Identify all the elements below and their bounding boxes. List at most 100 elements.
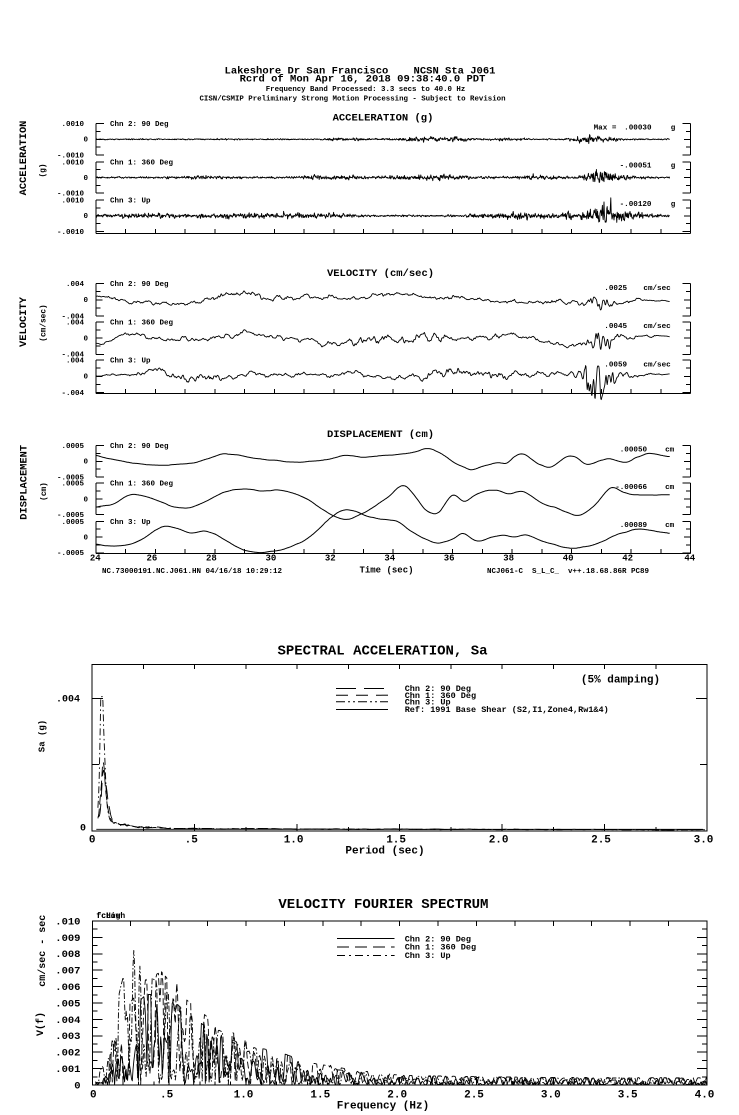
svg-text:24: 24 [90,554,101,564]
svg-text:DISPLACEMENT (cm): DISPLACEMENT (cm) [327,429,434,441]
svg-text:cm: cm [665,484,675,492]
svg-text:-.0005: -.0005 [57,474,85,482]
svg-text:cm/sec: cm/sec [643,361,671,369]
svg-text:fcLow: fcLow [96,912,120,921]
svg-text:.0005: .0005 [61,519,84,527]
svg-text:Chn 2: 90 Deg: Chn 2: 90 Deg [405,684,471,694]
svg-text:.008: .008 [55,949,80,961]
svg-text:cm: cm [665,446,675,454]
svg-text:28: 28 [206,554,217,564]
svg-text:.0010: .0010 [61,121,84,129]
svg-text:Chn 3: Up: Chn 3: Up [405,698,451,708]
svg-text:.0025: .0025 [604,285,627,293]
svg-text:.00050: .00050 [620,446,648,454]
svg-text:VELOCITY (cm/sec): VELOCITY (cm/sec) [327,268,434,280]
svg-text:(cm): (cm) [41,482,49,501]
svg-text:-.0010: -.0010 [57,229,85,237]
svg-text:.002: .002 [55,1048,80,1060]
svg-text:1.5: 1.5 [310,1090,330,1102]
svg-text:0: 0 [83,336,88,344]
svg-text:-.00066: -.00066 [615,484,647,492]
svg-text:(5% damping): (5% damping) [581,675,660,687]
svg-text:Chn 1: 360 Deg: Chn 1: 360 Deg [110,159,174,167]
svg-text:0: 0 [83,213,88,221]
svg-text:Chn 3: Up: Chn 3: Up [110,358,151,366]
svg-text:0: 0 [83,496,88,504]
svg-text:cm/sec: cm/sec [643,323,671,331]
svg-text:cm: cm [665,522,675,530]
svg-text:Chn 1: 360 Deg: Chn 1: 360 Deg [110,319,174,327]
svg-text:Chn 1: 360 Deg: Chn 1: 360 Deg [110,481,174,489]
svg-text:.007: .007 [55,966,80,978]
svg-text:2.0: 2.0 [489,835,509,847]
svg-text:0: 0 [89,835,96,847]
svg-text:Chn 1: 360 Deg: Chn 1: 360 Deg [405,691,476,701]
svg-text:32: 32 [325,554,336,564]
svg-text:.0005: .0005 [61,443,84,451]
svg-text:Sa (g): Sa (g) [38,720,48,752]
svg-text:VELOCITY FOURIER SPECTRUM: VELOCITY FOURIER SPECTRUM [278,897,488,913]
svg-text:0: 0 [83,374,88,382]
svg-text:NC.73000191.NC.J061.HN 04/16/1: NC.73000191.NC.J061.HN 04/16/18 10:29:12 [102,568,283,576]
svg-text:44: 44 [684,554,695,564]
svg-text:.5: .5 [185,835,199,847]
svg-text:Chn 2: 90 Deg: Chn 2: 90 Deg [405,934,471,944]
svg-text:-.00051: -.00051 [620,163,652,171]
svg-text:0: 0 [83,459,88,467]
svg-text:SPECTRAL ACCELERATION, Sa: SPECTRAL ACCELERATION, Sa [277,644,488,660]
svg-text:.003: .003 [55,1031,80,1043]
svg-text:CISN/CSMIP Preliminary Strong: CISN/CSMIP Preliminary Strong Motion Pro… [199,96,505,104]
svg-text:.004: .004 [66,358,85,366]
svg-text:0: 0 [80,824,86,835]
svg-text:30: 30 [265,554,276,564]
svg-text:.0005: .0005 [61,481,84,489]
svg-text:2.5: 2.5 [591,835,611,847]
svg-text:40: 40 [563,554,574,564]
svg-text:-.0005: -.0005 [57,512,85,520]
svg-text:DISPLACEMENT: DISPLACEMENT [18,445,30,520]
svg-text:2.5: 2.5 [464,1090,484,1102]
svg-text:ACCELERATION: ACCELERATION [18,121,30,196]
svg-text:Chn 3: Up: Chn 3: Up [110,519,151,527]
svg-text:Chn 1: 360 Deg: Chn 1: 360 Deg [405,943,476,953]
svg-text:Max =: Max = [594,124,617,132]
svg-text:0: 0 [83,297,88,305]
svg-text:1.0: 1.0 [234,1090,254,1102]
svg-text:-.0005: -.0005 [57,550,85,558]
svg-text:cm/sec: cm/sec [643,285,671,293]
svg-text:2.0: 2.0 [387,1090,407,1102]
svg-text:.001: .001 [55,1064,80,1076]
svg-text:.005: .005 [55,998,80,1010]
svg-text:.006: .006 [55,982,80,994]
svg-text:1.5: 1.5 [386,835,406,847]
svg-text:Ref: 1991 Base Shear (S2,I1,Zo: Ref: 1991 Base Shear (S2,I1,Zone4,Rw1&4) [405,705,609,715]
svg-text:Time (sec): Time (sec) [359,566,413,576]
svg-text:3.0: 3.0 [541,1090,561,1102]
svg-text:0: 0 [74,1080,80,1092]
svg-text:-.004: -.004 [61,352,84,360]
svg-text:0: 0 [83,137,88,145]
svg-text:-.0010: -.0010 [57,152,85,160]
svg-text:.0045: .0045 [604,323,627,331]
svg-text:.0010: .0010 [61,198,84,206]
svg-text:V(f): V(f) [35,1012,47,1036]
svg-text:-.0010: -.0010 [57,191,85,199]
svg-text:.009: .009 [55,933,80,945]
svg-text:38: 38 [503,554,514,564]
svg-text:Chn 2: 90 Deg: Chn 2: 90 Deg [110,121,169,129]
svg-text:3.5: 3.5 [618,1090,638,1102]
svg-text:Chn 2: 90 Deg: Chn 2: 90 Deg [110,443,169,451]
svg-text:-.004: -.004 [61,390,84,398]
svg-text:fcHigh: fcHigh [96,912,125,921]
svg-text:(g): (g) [40,163,48,177]
svg-text:NCJ061-C S_L_C_ v++.18.68.86: NCJ061-C S_L_C_ v++.18.68.86R PC89 [487,568,650,576]
svg-text:Rcrd of Mon Apr 16, 2018 09:38: Rcrd of Mon Apr 16, 2018 09:38:40.0 PDT [240,74,486,86]
svg-text:.0059: .0059 [604,361,627,369]
svg-text:.004: .004 [66,319,85,327]
svg-text:34: 34 [384,554,395,564]
svg-text:Period (sec): Period (sec) [345,846,424,858]
svg-text:36: 36 [444,554,455,564]
svg-text:.00030: .00030 [624,124,652,132]
svg-text:g: g [671,201,676,209]
svg-text:.0010: .0010 [61,159,84,167]
